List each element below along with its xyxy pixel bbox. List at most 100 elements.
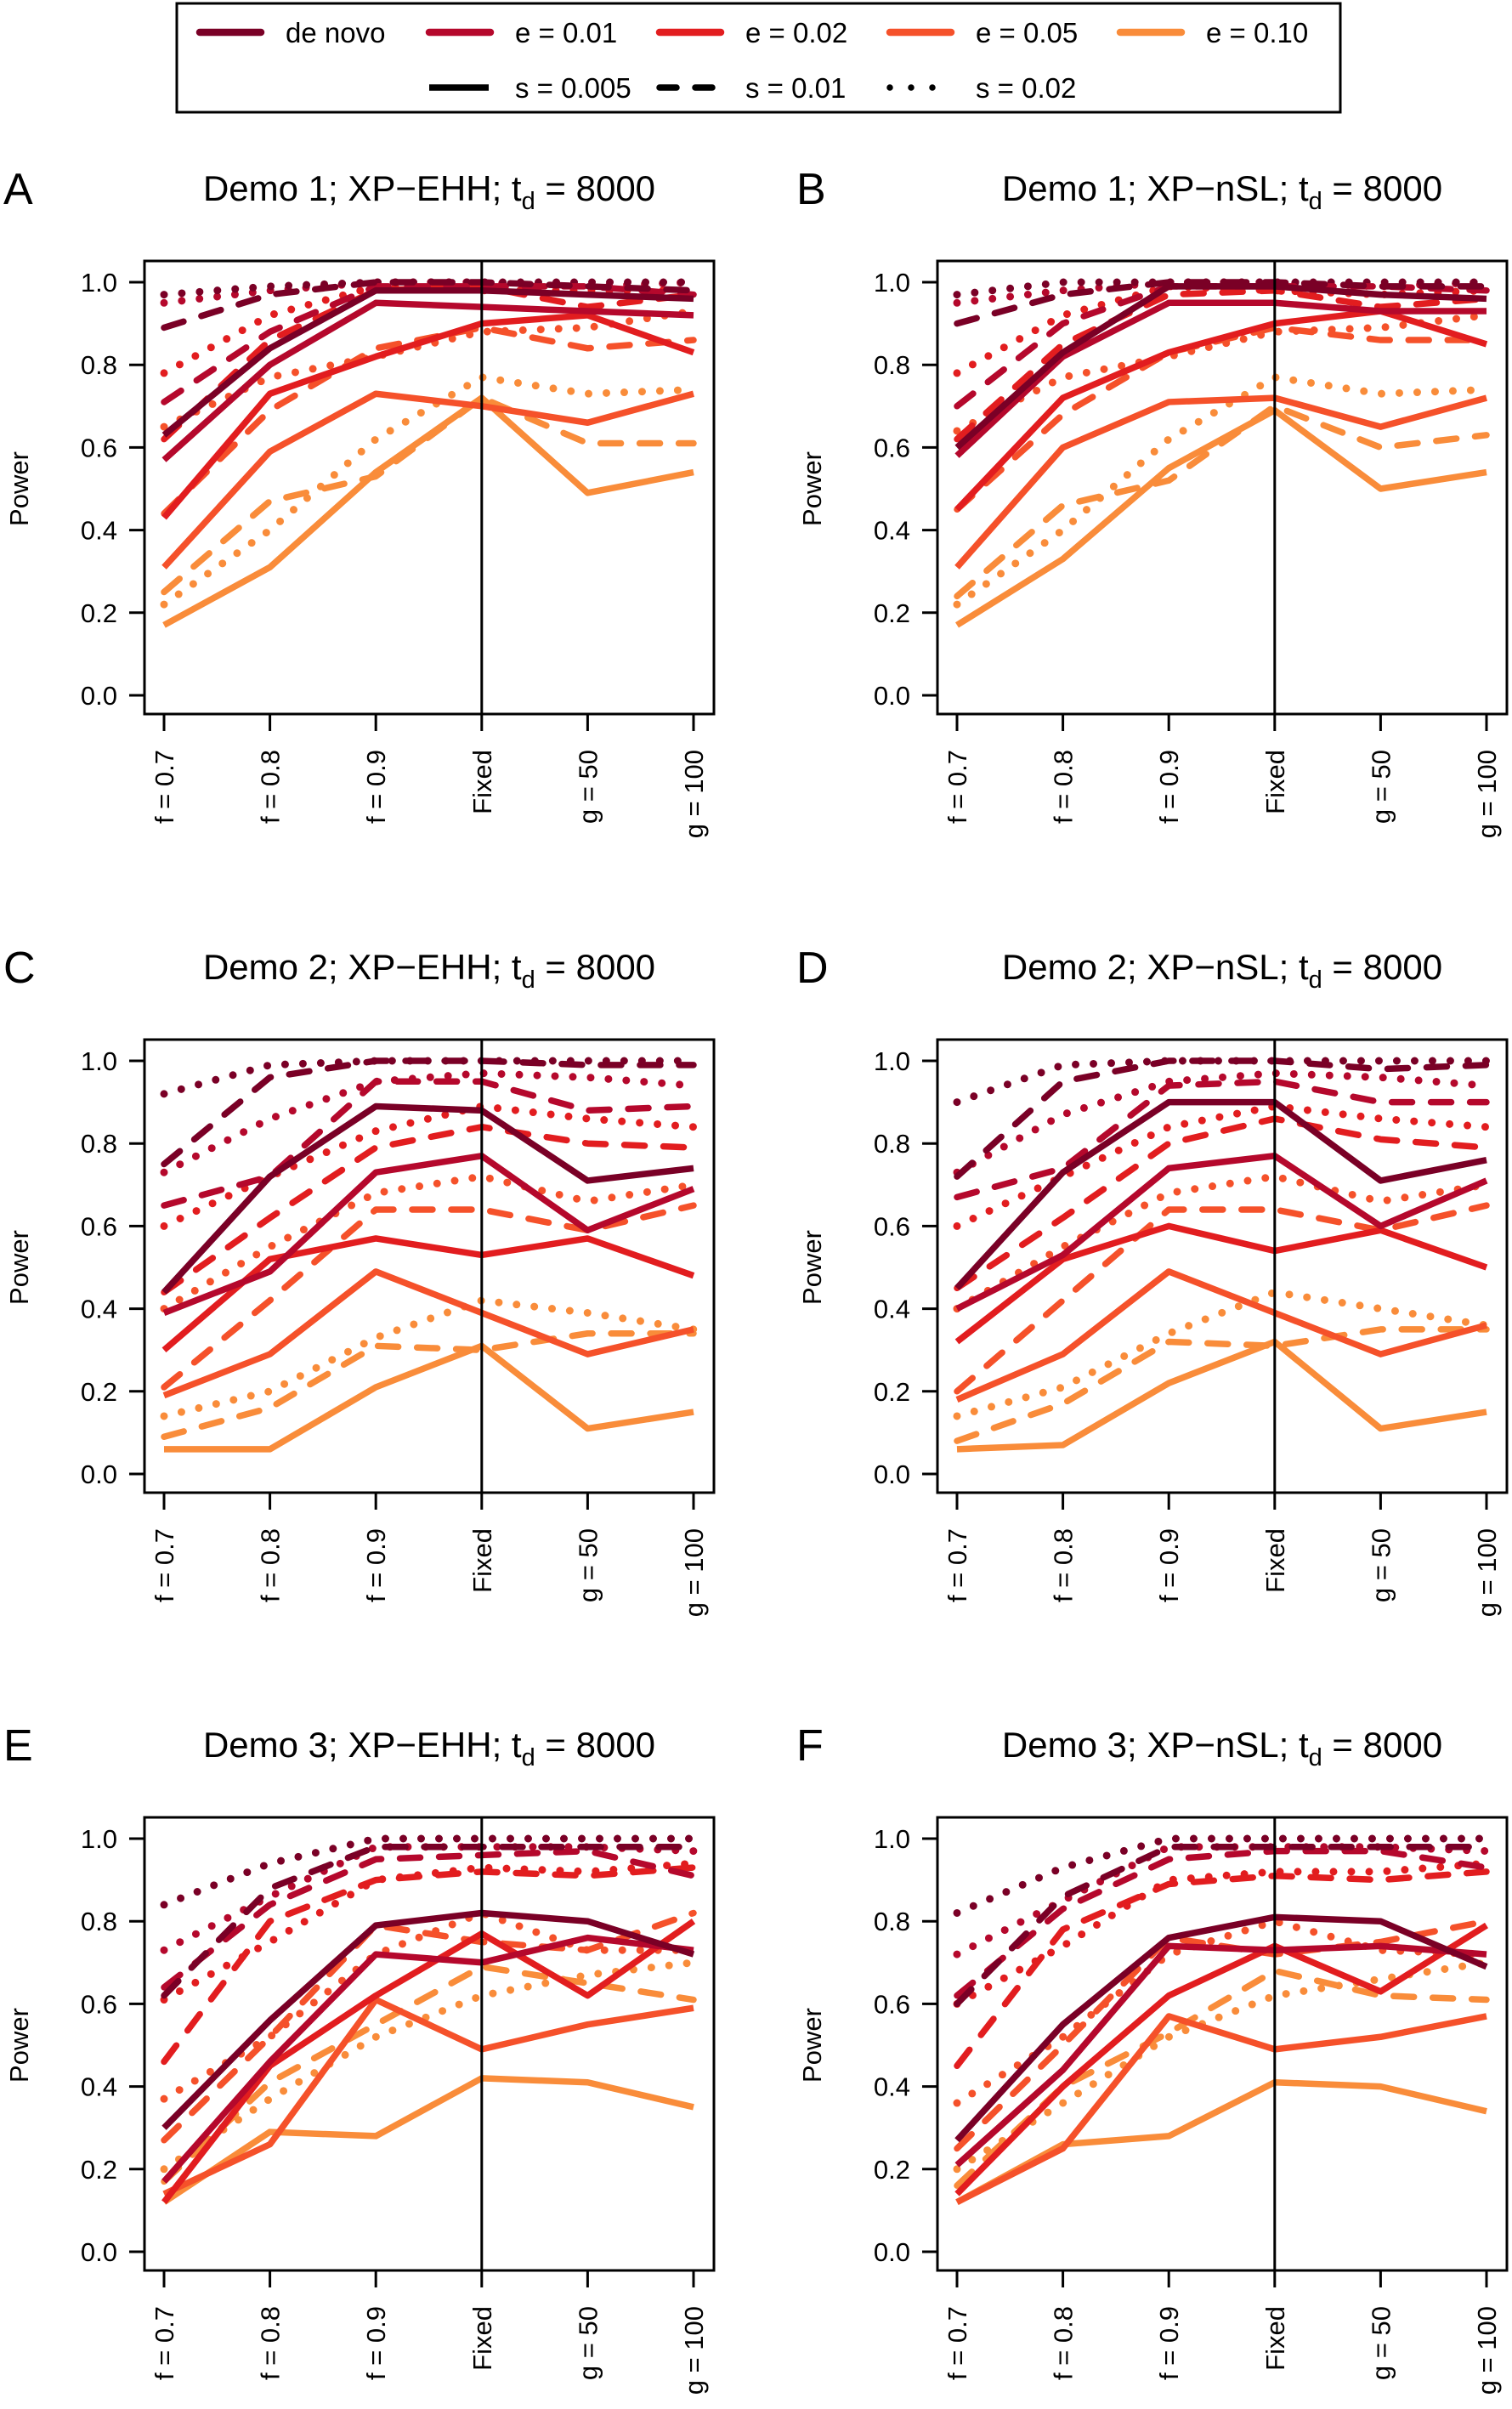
x-tick-label: f = 0.8 [256,750,286,824]
plot-frame [143,259,716,716]
series-line-e-0-05-solid [955,1268,1487,1403]
x-tick-label: f = 0.7 [150,2306,179,2380]
x-tick-label: Fixed [1260,2306,1290,2371]
y-tick-label: 0.0 [874,2237,910,2267]
series-line-e-0-10-dashed [954,1326,1490,1444]
legend-label: s = 0.02 [976,72,1076,104]
x-tick-label: g = 50 [1366,2306,1396,2380]
series-line-e-0-01-dotted [953,1843,1491,1958]
x-tick-label: f = 0.9 [361,1528,391,1602]
y-tick-label: 1.0 [81,1824,117,1854]
y-tick-label: 0.2 [874,1377,910,1407]
series-line-de-novo-dashed [954,279,1490,327]
series-line-e-0-10-solid [161,2075,694,2205]
legend-item: de novo [195,17,385,48]
series-line-e-0-10-dotted [160,1958,698,2174]
title-text: = 8000 [535,947,655,987]
series-line-de-novo-dotted [953,278,1491,299]
panel-title: Demo 2; XP−EHH; td = 8000 [203,947,655,994]
title-text: Demo 1; XP−EHH; t [203,168,522,208]
legend-item: s = 0.005 [429,72,631,104]
panel-f: F Demo 3; XP−nSL; td = 8000 Power 0.0 0.2 0.4… [796,1721,1509,2395]
plot-frame [936,1816,1509,2272]
panel-letter: A [3,165,33,214]
y-tick-label: 0.2 [81,1377,117,1407]
title-subscript: d [522,1744,535,1771]
panel-title: Demo 3; XP−EHH; td = 8000 [203,1725,655,1771]
x-tick-label: Fixed [1260,1528,1290,1593]
y-tick-label: 0.6 [874,1989,910,2019]
title-subscript: d [1309,966,1322,994]
series-line-de-novo-solid [954,1098,1487,1290]
y-axis-label: Power [4,451,34,526]
y-tick-label: 0.0 [874,1460,910,1489]
x-tick-label: g = 50 [1366,1528,1396,1602]
legend-item: e = 0.01 [425,17,617,48]
series-line-e-0-02-solid [161,312,695,520]
series-line-de-novo-dashed [161,1057,697,1168]
y-tick-label: 0.2 [874,598,910,628]
x-tick-label: g = 50 [573,750,603,824]
series-line-e-0-10-solid [955,2078,1487,2205]
series-line-e-0-10-solid [955,406,1487,628]
plot-frame [143,1816,716,2272]
panel-e: E Demo 3; XP−EHH; td = 8000 Power 0.0 0.2 0.4… [3,1721,716,2395]
title-text: = 8000 [1322,1725,1442,1765]
panel-title: Demo 1; XP−EHH; td = 8000 [203,168,655,215]
x-tick-label: f = 0.9 [1154,1528,1184,1602]
legend-label: s = 0.005 [515,72,631,104]
title-subscript: d [1309,1744,1322,1771]
y-axis-label: Power [797,451,827,526]
series-line-de-novo-dashed [161,279,697,332]
panel-title: Demo 3; XP−nSL; td = 8000 [1002,1725,1442,1771]
title-subscript: d [522,966,535,994]
series-line-e-0-05-solid [161,390,694,570]
series-line-e-0-02-dashed [954,286,1490,443]
legend-item: e = 0.10 [1116,17,1308,48]
legend-item: s = 0.02 [886,72,1076,104]
x-tick-label: g = 100 [679,750,709,838]
legend-label: e = 0.10 [1206,17,1308,48]
panel-title: Demo 1; XP−nSL; td = 8000 [1002,168,1442,215]
x-tick-label: f = 0.8 [1049,1528,1079,1602]
y-tick-label: 0.4 [874,2072,910,2102]
x-tick-label: Fixed [467,1528,497,1593]
y-tick-label: 0.0 [874,681,910,711]
title-text: Demo 2; XP−EHH; t [203,947,522,987]
legend-label: s = 0.01 [745,72,846,104]
x-tick-label: g = 100 [679,1528,709,1617]
series-line-e-0-10-solid [162,394,694,628]
y-tick-label: 0.0 [81,2237,117,2267]
legend-box [175,2,1342,114]
x-tick-label: f = 0.8 [256,1528,286,1602]
series-line-e-0-10-dotted [160,373,698,609]
x-tick-label: f = 0.7 [943,1528,972,1602]
x-tick-label: f = 0.7 [150,1528,179,1602]
series-line-e-0-01-solid [954,299,1487,458]
title-text: Demo 3; XP−EHH; t [203,1725,522,1765]
series-line-e-0-01-solid [161,1934,694,2184]
title-text: = 8000 [1322,168,1442,208]
panel-b: B Demo 1; XP−nSL; td = 8000 Power 0.0 0.2 0.4… [796,165,1509,838]
y-tick-label: 0.6 [81,1989,117,2019]
y-tick-label: 1.0 [874,1046,910,1076]
legend-item: e = 0.02 [655,17,847,48]
series-line-e-0-10-dotted [160,1296,698,1420]
series-line-e-0-01-dotted [160,1069,698,1176]
x-tick-label: f = 0.8 [256,2306,286,2380]
series-line-e-0-10-dotted [953,1958,1491,2174]
series-line-e-0-05-solid [162,1268,694,1399]
series-line-e-0-05-solid [954,394,1487,570]
y-tick-label: 0.2 [874,2155,910,2185]
series-line-e-0-02-dashed [954,1868,1490,2070]
legend: de novo e = 0.01 e = 0.02 e = 0.05 e = 0.10 s… [175,2,1342,114]
title-subscript: d [522,188,535,215]
panel-a: A Demo 1; XP−EHH; td = 8000 Power 0.0 0.2 0.4… [3,165,716,838]
x-tick-label: g = 100 [679,2306,709,2395]
x-tick-label: Fixed [467,750,497,814]
x-tick-label: f = 0.8 [1049,2306,1079,2380]
legend-label: e = 0.01 [515,17,617,48]
panel-letter: C [3,944,36,993]
y-tick-label: 1.0 [874,268,910,298]
